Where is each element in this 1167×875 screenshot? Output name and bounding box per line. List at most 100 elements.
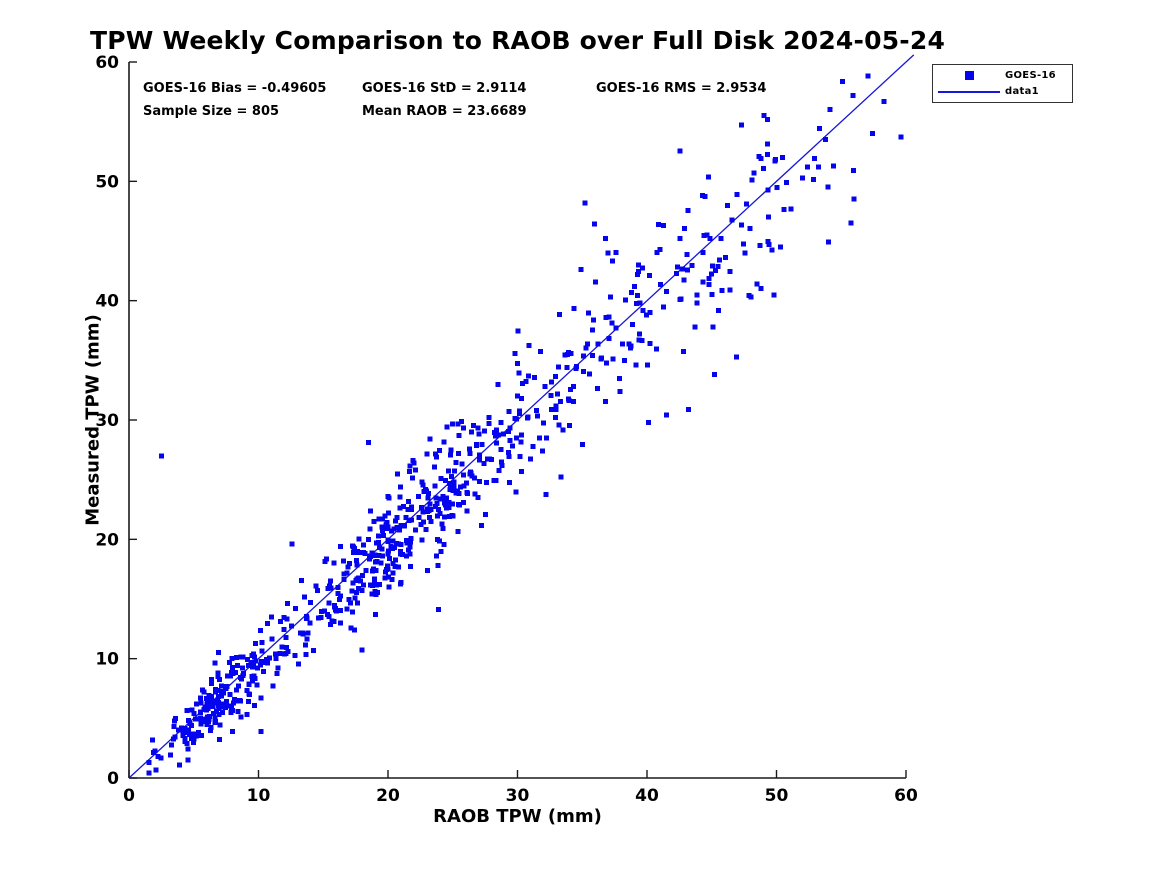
scatter-point: [459, 418, 465, 424]
scatter-point: [628, 345, 634, 351]
scatter-point: [709, 291, 715, 297]
scatter-point: [811, 155, 817, 161]
scatter-point: [556, 422, 562, 428]
scatter-point: [423, 488, 429, 494]
scatter-point: [346, 597, 352, 603]
scatter-point: [680, 266, 685, 272]
scatter-point: [258, 695, 264, 701]
scatter-point: [437, 448, 443, 453]
scatter-point: [149, 737, 155, 743]
legend-line-swatch: [938, 90, 1000, 93]
scatter-point: [636, 337, 642, 343]
scatter-point: [245, 657, 250, 663]
scatter-point: [467, 451, 473, 457]
scatter-point: [303, 651, 309, 657]
scatter-point: [158, 755, 164, 761]
x-tick-label: 50: [765, 786, 789, 806]
scatter-point: [400, 503, 406, 509]
scatter-point: [229, 664, 235, 670]
scatter-point: [182, 736, 188, 742]
scatter-point: [331, 560, 337, 566]
scatter-point: [432, 483, 438, 489]
scatter-point: [244, 712, 250, 718]
scatter-point: [444, 505, 450, 511]
scatter-point: [505, 450, 511, 456]
scatter-point: [523, 379, 529, 385]
scatter-point: [712, 268, 718, 274]
scatter-point: [177, 762, 183, 768]
scatter-point: [432, 504, 438, 510]
scatter-point: [179, 725, 184, 731]
scatter-point: [254, 665, 260, 671]
scatter-point: [328, 622, 334, 627]
scatter-point: [220, 701, 226, 707]
scatter-point: [447, 514, 452, 520]
scatter-point: [332, 602, 337, 608]
scatter-point: [424, 568, 430, 574]
scatter-point: [640, 265, 646, 271]
scatter-point: [442, 500, 447, 506]
scatter-point: [498, 419, 504, 425]
scatter-point: [273, 655, 279, 661]
scatter-point: [413, 467, 419, 473]
scatter-point: [228, 709, 234, 715]
scatter-point: [344, 606, 350, 612]
scatter-point: [799, 175, 805, 181]
scatter-point: [390, 560, 396, 566]
scatter-point: [636, 262, 641, 268]
scatter-point: [754, 281, 760, 287]
scatter-point: [383, 566, 389, 572]
scatter-point: [476, 431, 482, 437]
stat-rms: GOES-16 RMS = 2.9534: [596, 81, 767, 96]
scatter-point: [397, 494, 403, 500]
scatter-point: [397, 505, 403, 511]
scatter-point: [224, 699, 229, 705]
scatter-point: [432, 464, 437, 470]
scatter-point: [548, 392, 554, 398]
scatter-point: [689, 262, 695, 268]
scatter-point: [428, 518, 434, 524]
y-tick-label: 60: [95, 53, 119, 73]
scatter-point: [387, 555, 393, 561]
scatter-point: [459, 461, 465, 467]
scatter-point: [228, 673, 234, 679]
scatter-point: [189, 736, 195, 741]
scatter-point: [427, 501, 433, 507]
scatter-point: [328, 578, 333, 584]
scatter-point: [580, 369, 586, 374]
scatter-point: [198, 721, 204, 727]
scatter-point: [369, 550, 375, 556]
scatter-point: [392, 564, 398, 570]
scatter-point: [684, 252, 690, 258]
scatter-point: [394, 514, 400, 520]
scatter-point: [530, 443, 536, 449]
scatter-point: [302, 594, 308, 600]
scatter-point: [261, 669, 267, 675]
scatter-point: [448, 452, 453, 458]
scatter-point: [456, 451, 462, 457]
scatter-point: [647, 341, 653, 346]
scatter-point: [407, 551, 413, 557]
scatter-point: [350, 580, 356, 586]
scatter-point: [337, 620, 343, 626]
scatter-point: [447, 484, 453, 490]
scatter-point: [184, 708, 190, 714]
scatter-point: [409, 507, 414, 512]
scatter-point: [300, 630, 306, 636]
scatter-point: [540, 420, 546, 426]
scatter-point: [461, 425, 467, 431]
scatter-point: [168, 752, 174, 758]
scatter-point: [395, 471, 401, 477]
scatter-point: [471, 423, 477, 428]
scatter-point: [215, 688, 221, 693]
scatter-point: [187, 721, 193, 726]
scatter-point: [603, 314, 609, 320]
scatter-point: [771, 292, 777, 298]
scatter-point: [354, 589, 360, 595]
scatter-point: [573, 366, 579, 372]
scatter-point: [742, 250, 748, 256]
scatter-point: [228, 705, 234, 711]
scatter-point: [609, 320, 615, 326]
scatter-point: [281, 614, 287, 620]
scatter-point: [506, 453, 512, 459]
